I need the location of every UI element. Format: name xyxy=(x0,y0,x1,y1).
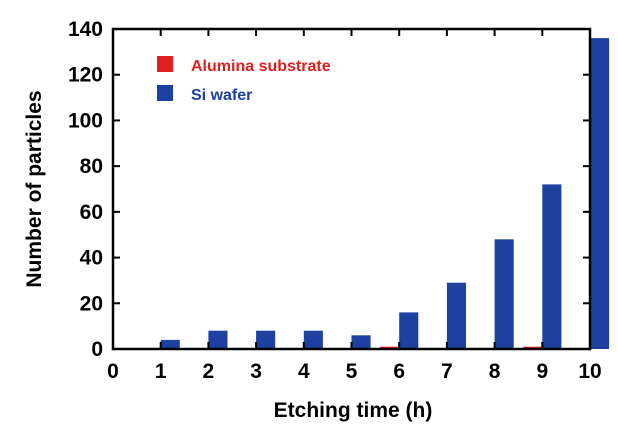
bar-si-6 xyxy=(399,312,419,349)
x-tick-label: 3 xyxy=(250,360,262,383)
bar-si-8 xyxy=(494,239,514,349)
y-tick-label: 140 xyxy=(68,18,103,41)
y-axis-label: Number of particles xyxy=(23,90,46,287)
bar-si-4 xyxy=(303,330,323,349)
legend-swatch-si xyxy=(157,85,173,101)
legend: Alumina substrate Si wafer xyxy=(157,56,331,104)
plot-frame xyxy=(111,27,592,351)
y-tick-label: 60 xyxy=(80,201,103,224)
x-tick-label: 9 xyxy=(536,360,548,383)
x-tick-label: 8 xyxy=(489,360,501,383)
bar-si-9 xyxy=(542,184,562,349)
y-tick-label: 80 xyxy=(80,155,103,178)
y-tick-label: 40 xyxy=(80,247,103,270)
x-axis-label: Etching time (h) xyxy=(274,399,433,422)
x-tick-label: 1 xyxy=(155,360,167,383)
x-tick-label: 7 xyxy=(441,360,453,383)
bar-si-1 xyxy=(160,339,180,349)
legend-swatch-alumina xyxy=(157,56,173,72)
bar-si-5 xyxy=(351,335,371,349)
bar-si-2 xyxy=(208,330,228,349)
y-tick-label: 0 xyxy=(91,338,103,361)
y-tick-label: 20 xyxy=(80,292,103,315)
bars-group xyxy=(160,38,610,349)
bar-si-10 xyxy=(590,38,610,349)
bar-si-7 xyxy=(446,282,466,349)
y-tick-label: 120 xyxy=(68,64,103,87)
legend-label-si: Si wafer xyxy=(191,87,252,104)
x-tick-label: 10 xyxy=(578,360,601,383)
x-tick-label: 6 xyxy=(393,360,405,383)
x-tick-label: 4 xyxy=(298,360,310,383)
bar-si-3 xyxy=(256,330,276,349)
legend-label-alumina: Alumina substrate xyxy=(191,58,331,75)
y-tick-label: 100 xyxy=(68,109,103,132)
x-tick-label: 0 xyxy=(107,360,119,383)
x-tick-label: 2 xyxy=(203,360,215,383)
x-tick-label: 5 xyxy=(346,360,358,383)
